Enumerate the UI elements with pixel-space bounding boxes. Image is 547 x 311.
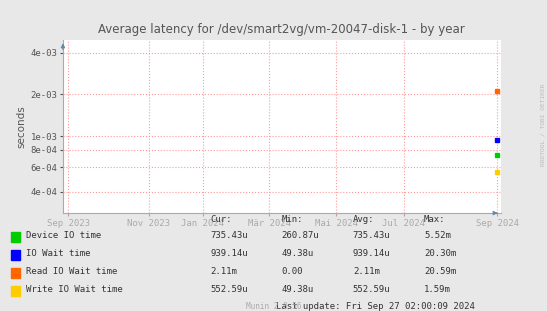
Text: 939.14u: 939.14u: [211, 249, 248, 258]
Text: 49.38u: 49.38u: [282, 285, 314, 294]
Text: 552.59u: 552.59u: [211, 285, 248, 294]
Text: 0.00: 0.00: [282, 267, 303, 276]
Text: 2.11m: 2.11m: [353, 267, 380, 276]
Text: 735.43u: 735.43u: [353, 231, 391, 240]
Text: Write IO Wait time: Write IO Wait time: [26, 285, 123, 294]
Text: 1.59m: 1.59m: [424, 285, 451, 294]
Text: IO Wait time: IO Wait time: [26, 249, 91, 258]
Y-axis label: seconds: seconds: [16, 105, 26, 148]
Text: Munin 2.0.56: Munin 2.0.56: [246, 302, 301, 311]
Text: 5.52m: 5.52m: [424, 231, 451, 240]
Text: 20.59m: 20.59m: [424, 267, 456, 276]
Text: 735.43u: 735.43u: [211, 231, 248, 240]
Text: 260.87u: 260.87u: [282, 231, 319, 240]
Text: 49.38u: 49.38u: [282, 249, 314, 258]
Text: 939.14u: 939.14u: [353, 249, 391, 258]
Title: Average latency for /dev/smart2vg/vm-20047-disk-1 - by year: Average latency for /dev/smart2vg/vm-200…: [98, 24, 465, 36]
Text: 2.11m: 2.11m: [211, 267, 237, 276]
Text: Cur:: Cur:: [211, 215, 232, 224]
Text: Last update: Fri Sep 27 02:00:09 2024: Last update: Fri Sep 27 02:00:09 2024: [276, 302, 475, 311]
Text: RRDTOOL / TOBI OETIKER: RRDTOOL / TOBI OETIKER: [541, 83, 546, 166]
Text: Avg:: Avg:: [353, 215, 374, 224]
Text: 552.59u: 552.59u: [353, 285, 391, 294]
Text: Max:: Max:: [424, 215, 445, 224]
Text: Read IO Wait time: Read IO Wait time: [26, 267, 118, 276]
Text: 20.30m: 20.30m: [424, 249, 456, 258]
Text: Device IO time: Device IO time: [26, 231, 102, 240]
Text: Min:: Min:: [282, 215, 303, 224]
